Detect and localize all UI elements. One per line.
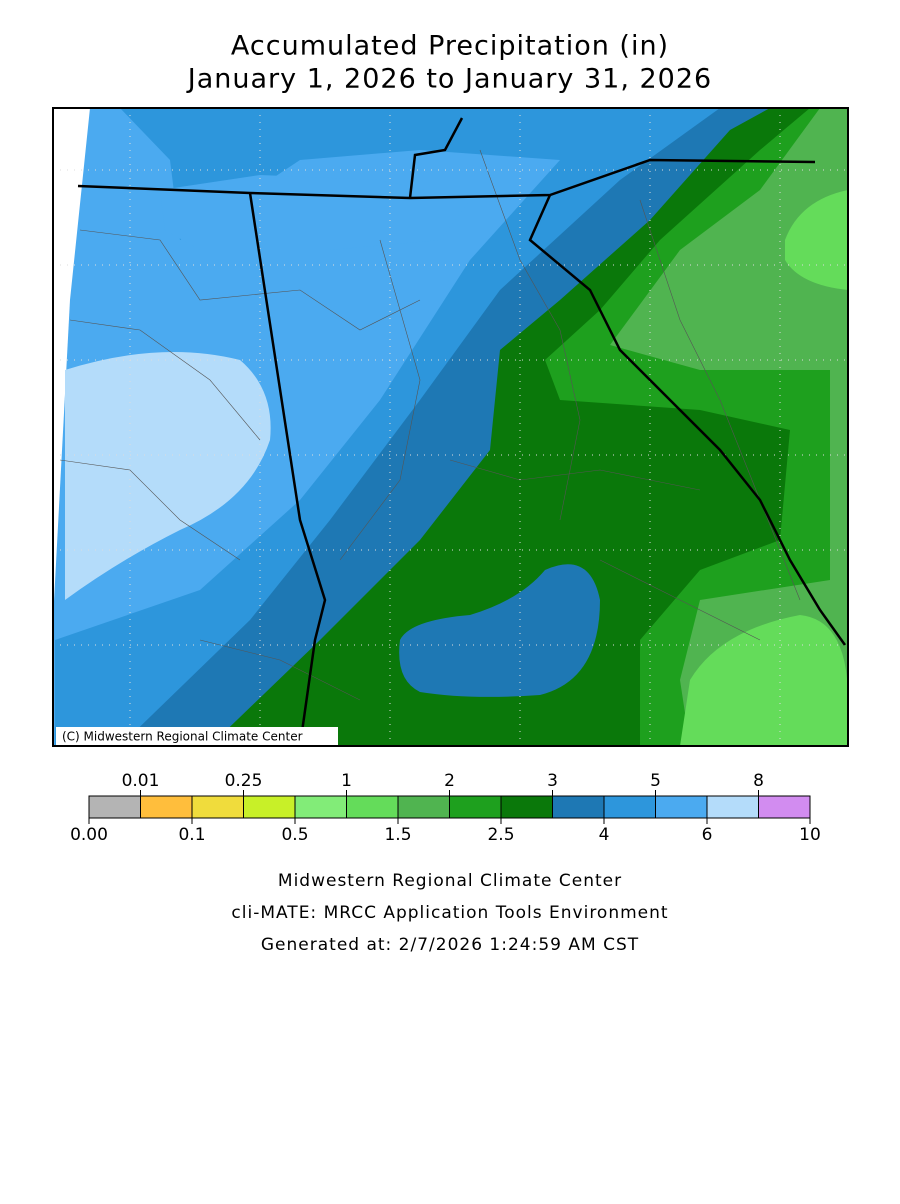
legend-label: 2.5 [487, 825, 514, 845]
state-lines [77, 117, 847, 746]
legend-swatch [346, 795, 399, 819]
legend-swatch [552, 795, 605, 819]
legend-label: 6 [702, 825, 713, 845]
legend-label: 1 [341, 771, 352, 791]
legend-swatch [706, 795, 759, 819]
county-lines [59, 149, 801, 701]
legend-swatch [397, 795, 450, 819]
legend-label: 1.5 [384, 825, 411, 845]
map: (C) Midwestern Regional Climate Center [53, 108, 848, 746]
legend: 0.00 0.01 0.1 0.25 0.5 1 1.5 2 2.5 3 4 5 6 8 10 [70, 771, 821, 845]
legend-label: 2 [444, 771, 455, 791]
legend-label: 0.5 [281, 825, 308, 845]
legend-swatch [294, 795, 347, 819]
legend-swatch [655, 795, 708, 819]
legend-label: 0.01 [122, 771, 160, 791]
footer-line: Generated at: 2/7/2026 1:24:59 AM CST [261, 935, 639, 955]
legend-swatch [191, 795, 244, 819]
title: Accumulated Precipitation (in) [231, 31, 669, 62]
legend-label: 0.25 [225, 771, 263, 791]
legend-swatch [243, 795, 296, 819]
legend-swatch [758, 795, 811, 819]
legend-label: 4 [599, 825, 610, 845]
legend-label: 10 [799, 825, 821, 845]
footer-line: Midwestern Regional Climate Center [278, 871, 622, 891]
footer-line: cli-MATE: MRCC Application Tools Environ… [231, 903, 668, 923]
legend-swatch [449, 795, 502, 819]
legend-label: 5 [650, 771, 661, 791]
legend-swatch [500, 795, 553, 819]
subtitle: January 1, 2026 to January 31, 2026 [186, 64, 712, 95]
legend-label: 0.00 [70, 825, 108, 845]
legend-swatch [88, 795, 141, 819]
legend-swatch [603, 795, 656, 819]
map-frame [52, 107, 849, 747]
copyright: (C) Midwestern Regional Climate Center [62, 730, 303, 744]
legend-swatch [140, 795, 193, 819]
legend-label: 8 [753, 771, 764, 791]
legend-label: 0.1 [178, 825, 205, 845]
legend-label: 3 [547, 771, 558, 791]
